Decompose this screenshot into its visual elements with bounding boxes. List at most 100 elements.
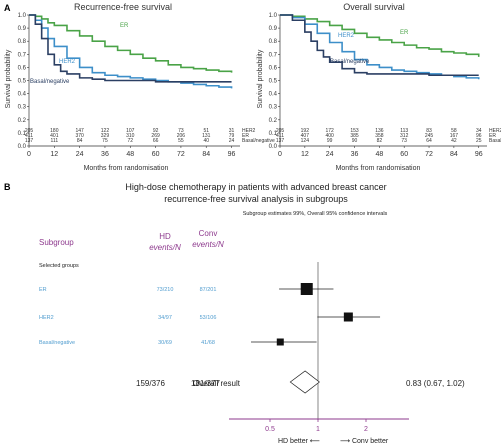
series-label: ER (400, 30, 409, 36)
forest-subtitle: Subgroup estimates 99%, Overall 95% conf… (243, 211, 388, 217)
overall-conv: 181/377 (191, 379, 220, 388)
at-risk-value: 82 (377, 138, 383, 144)
at-risk-value: 92 (153, 128, 159, 134)
y-tick-label: 0.1 (269, 131, 278, 137)
x-tick-label: 84 (450, 151, 458, 158)
y-tick-label: 0.6 (269, 65, 278, 71)
x-tick-label: 84 (202, 151, 210, 158)
y-tick-label: 0.0 (18, 144, 27, 150)
hd-better-label: HD better ⟵ (278, 438, 320, 445)
point-estimate-box (300, 283, 313, 295)
at-risk-row-label: ER (242, 133, 249, 139)
at-risk-value: 407 (301, 133, 310, 139)
at-risk-value: 73 (178, 128, 184, 134)
y-tick-label: 0.4 (18, 92, 27, 98)
at-risk-value: 90 (352, 138, 358, 144)
x-tick-label: 48 (375, 151, 383, 158)
y-tick-label: 0.7 (269, 52, 278, 58)
at-risk-value: 205 (25, 128, 34, 134)
at-risk-value: 122 (101, 128, 110, 134)
at-risk-value: 153 (350, 128, 359, 134)
y-tick-label: 0.9 (269, 26, 278, 32)
y-tick-label: 0.5 (18, 79, 27, 85)
at-risk-row-label: Basal/negative (489, 138, 501, 144)
at-risk-value: 83 (426, 128, 432, 134)
at-risk-value: 358 (375, 133, 384, 139)
at-risk-value: 73 (401, 138, 407, 144)
x-tick-label: 0 (27, 151, 31, 158)
x-tick-label: 0 (278, 151, 282, 158)
conv-better-label: ⟶ Conv better (340, 438, 389, 445)
at-risk-row-label: HER2 (242, 128, 256, 134)
at-risk-row-label: HER2 (489, 128, 501, 134)
series-line-basal-negative (29, 14, 232, 83)
point-estimate-box (276, 338, 284, 346)
at-risk-value: 385 (350, 133, 359, 139)
series-label: ER (120, 23, 129, 29)
x-tick-label: 36 (351, 151, 359, 158)
overall-hr-text: 0.83 (0.67, 1.02) (406, 379, 465, 388)
rfs-x-label: Months from randomisation (84, 165, 169, 172)
x-tick-label: 24 (326, 151, 334, 158)
at-risk-value: 137 (25, 138, 34, 144)
y-tick-label: 0.1 (18, 131, 27, 137)
at-risk-value: 192 (301, 128, 310, 134)
at-risk-value: 51 (203, 128, 209, 134)
at-risk-value: 55 (178, 138, 184, 144)
x-tick-label: 60 (400, 151, 408, 158)
at-risk-value: 40 (203, 138, 209, 144)
conv-events: 53/106 (200, 315, 217, 321)
y-tick-label: 1.0 (269, 13, 278, 19)
at-risk-value: 96 (476, 133, 482, 139)
series-line-her2 (280, 14, 480, 80)
rfs-y-label: Survival probability (5, 49, 12, 108)
overall-survival-plot: Overall survival Survival probability Mo… (257, 2, 501, 172)
series-label: Basal/negative (330, 59, 370, 65)
conv-header-line1: Conv (199, 229, 218, 238)
at-risk-value: 269 (151, 133, 160, 139)
at-risk-value: 401 (50, 133, 59, 139)
x-tick-label: 72 (177, 151, 185, 158)
series-label: Basal/negative (30, 79, 70, 85)
x-tick-label: 12 (301, 151, 309, 158)
subgroup-label: Basal/negative (39, 340, 75, 346)
panel-b-letter: B (4, 182, 11, 192)
series-line-er (280, 14, 480, 57)
at-risk-value: 107 (126, 128, 135, 134)
conv-events: 41/68 (201, 340, 215, 346)
x-tick-label: 36 (101, 151, 109, 158)
y-tick-label: 0.4 (269, 92, 278, 98)
y-tick-label: 0.8 (269, 39, 278, 45)
subgroup-label: ER (39, 287, 47, 293)
forest-x-tick-label: 0.5 (265, 426, 275, 433)
x-tick-label: 96 (475, 151, 483, 158)
at-risk-value: 58 (451, 128, 457, 134)
forest-x-tick-label: 2 (364, 426, 368, 433)
at-risk-value: 66 (153, 138, 159, 144)
at-risk-value: 34 (476, 128, 482, 134)
hd-events: 30/69 (158, 340, 172, 346)
overall-diamond (289, 370, 320, 394)
y-tick-label: 0.2 (269, 118, 278, 124)
panel-a-letter: A (4, 3, 11, 13)
at-risk-value: 42 (451, 138, 457, 144)
y-tick-label: 0.2 (18, 118, 27, 124)
at-risk-value: 99 (327, 138, 333, 144)
forest-title-line1: High-dose chemotherapy in patients with … (125, 182, 386, 192)
at-risk-value: 72 (127, 138, 133, 144)
forest-x-tick-label: 1 (316, 426, 320, 433)
forest-title-line2: recurrence-free survival analysis in sub… (164, 194, 348, 204)
y-tick-label: 1.0 (18, 13, 27, 19)
at-risk-value: 370 (75, 133, 84, 139)
at-risk-value: 147 (75, 128, 84, 134)
section-label: Selected groups (39, 263, 79, 269)
hd-header-line1: HD (159, 232, 171, 241)
series-line-basal-negative (280, 14, 479, 77)
at-risk-value: 113 (400, 128, 408, 134)
at-risk-value: 206 (177, 133, 186, 139)
subgroup-label: HER2 (39, 315, 54, 321)
y-tick-label: 0.3 (269, 105, 278, 111)
at-risk-value: 111 (51, 138, 59, 144)
y-tick-label: 0.9 (18, 26, 27, 32)
